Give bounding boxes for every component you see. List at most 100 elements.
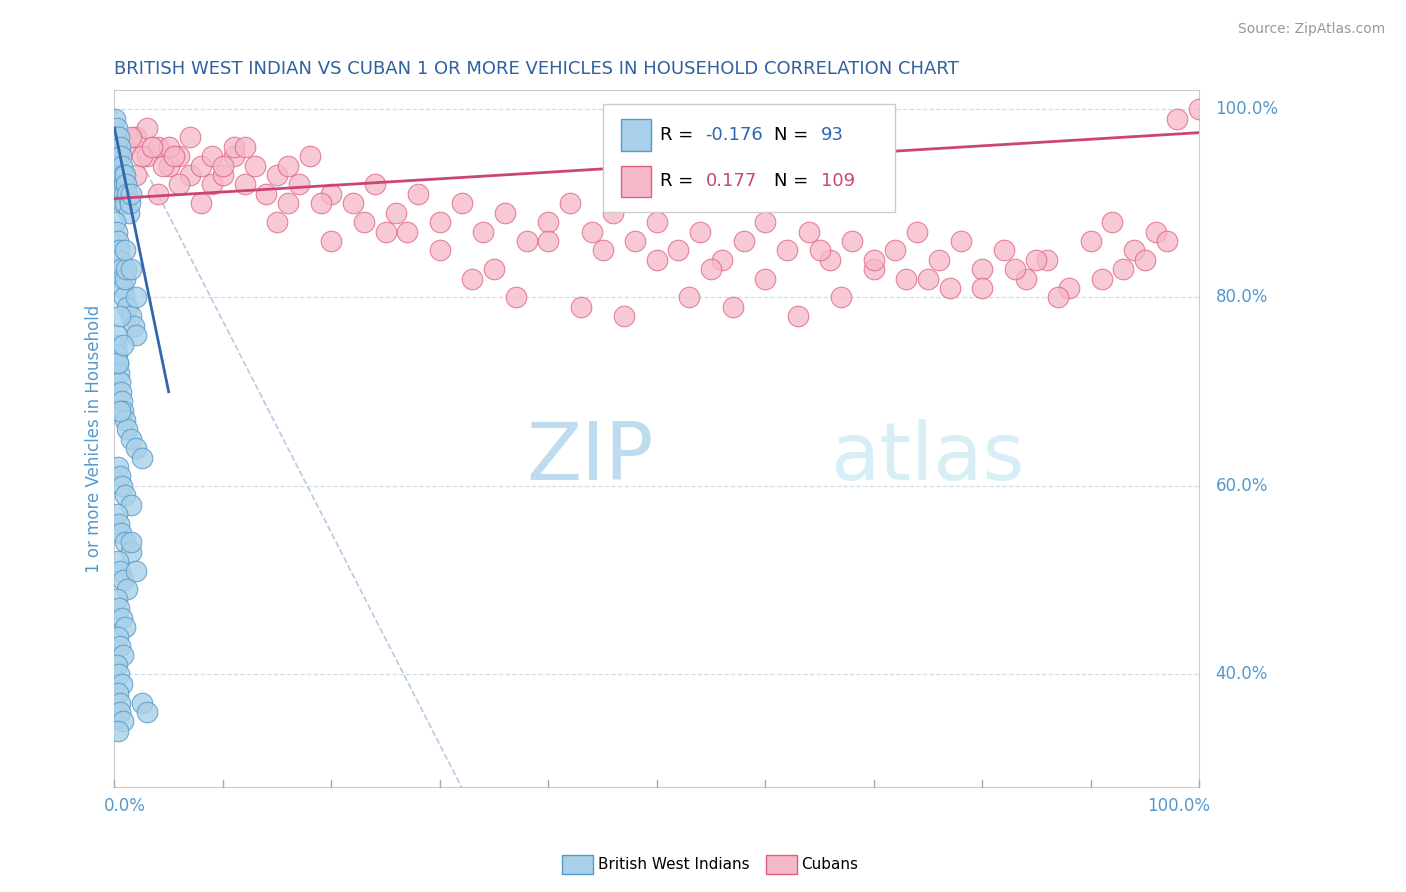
Point xyxy=(212,159,235,173)
Point xyxy=(157,159,180,173)
Point xyxy=(309,196,332,211)
Text: 100.0%: 100.0% xyxy=(1215,100,1278,118)
Point xyxy=(120,310,142,324)
Point xyxy=(700,262,723,277)
Point xyxy=(972,262,994,277)
Point xyxy=(107,159,129,173)
Point xyxy=(1144,225,1167,239)
Point xyxy=(107,460,129,475)
Point xyxy=(105,120,128,135)
Text: 93: 93 xyxy=(821,126,844,144)
Point xyxy=(120,262,142,277)
Point xyxy=(110,178,132,192)
Point xyxy=(786,310,808,324)
Point xyxy=(111,271,134,285)
Point xyxy=(107,356,129,370)
Point xyxy=(689,225,711,239)
Point xyxy=(222,149,245,163)
Point xyxy=(105,591,128,606)
Point xyxy=(1133,252,1156,267)
Point xyxy=(111,479,134,493)
Point xyxy=(163,149,186,163)
Point xyxy=(107,516,129,531)
Point xyxy=(233,140,256,154)
Point xyxy=(884,244,907,258)
Point xyxy=(112,337,135,351)
Point xyxy=(905,225,928,239)
Point xyxy=(754,215,776,229)
Point xyxy=(114,413,136,427)
FancyBboxPatch shape xyxy=(603,104,896,212)
Point xyxy=(111,611,134,625)
Point xyxy=(112,648,135,663)
Point xyxy=(321,186,343,201)
Point xyxy=(108,696,131,710)
Point xyxy=(179,168,201,182)
Point xyxy=(537,215,560,229)
Point xyxy=(1156,234,1178,248)
Point xyxy=(114,620,136,634)
Point xyxy=(1166,112,1188,126)
Point xyxy=(107,366,129,380)
Point xyxy=(613,310,636,324)
Point xyxy=(152,159,174,173)
Point xyxy=(107,554,129,568)
Point xyxy=(374,225,396,239)
Point xyxy=(110,262,132,277)
Point xyxy=(114,271,136,285)
Point xyxy=(111,159,134,173)
Point xyxy=(107,630,129,644)
Point xyxy=(120,186,142,201)
Point xyxy=(120,498,142,512)
Point xyxy=(146,140,169,154)
Point xyxy=(169,149,191,163)
Point xyxy=(112,714,135,729)
Point xyxy=(1047,291,1070,305)
FancyBboxPatch shape xyxy=(621,120,651,151)
Point xyxy=(645,252,668,267)
Point xyxy=(111,196,134,211)
Point xyxy=(1080,234,1102,248)
Text: 40.0%: 40.0% xyxy=(1215,665,1268,683)
Point xyxy=(112,186,135,201)
Point xyxy=(131,696,153,710)
Point xyxy=(179,130,201,145)
Point xyxy=(1101,215,1123,229)
Point xyxy=(111,676,134,690)
Point xyxy=(1123,244,1146,258)
Point xyxy=(120,545,142,559)
Point xyxy=(105,328,128,343)
Point xyxy=(710,252,733,267)
Point xyxy=(266,215,288,229)
Point xyxy=(602,205,624,219)
Point xyxy=(624,234,647,248)
Text: British West Indians: British West Indians xyxy=(598,857,749,871)
Point xyxy=(111,394,134,409)
Point xyxy=(114,488,136,502)
Point xyxy=(125,168,148,182)
Text: -0.176: -0.176 xyxy=(706,126,763,144)
Point xyxy=(461,271,484,285)
Point xyxy=(110,384,132,399)
Point xyxy=(117,582,139,597)
Point xyxy=(105,507,128,521)
Point xyxy=(117,422,139,436)
Point xyxy=(107,244,129,258)
Point xyxy=(120,535,142,549)
Point xyxy=(105,225,128,239)
Point xyxy=(105,347,128,361)
Point xyxy=(107,723,129,738)
Point xyxy=(108,564,131,578)
Text: N =: N = xyxy=(773,172,814,191)
Point xyxy=(1036,252,1059,267)
Point xyxy=(429,244,451,258)
Point xyxy=(118,196,141,211)
Point xyxy=(245,159,267,173)
FancyBboxPatch shape xyxy=(621,166,651,197)
Point xyxy=(114,535,136,549)
Point xyxy=(558,196,581,211)
Text: 0.177: 0.177 xyxy=(706,172,756,191)
Text: Source: ZipAtlas.com: Source: ZipAtlas.com xyxy=(1237,22,1385,37)
Point xyxy=(406,186,429,201)
Point xyxy=(114,140,136,154)
